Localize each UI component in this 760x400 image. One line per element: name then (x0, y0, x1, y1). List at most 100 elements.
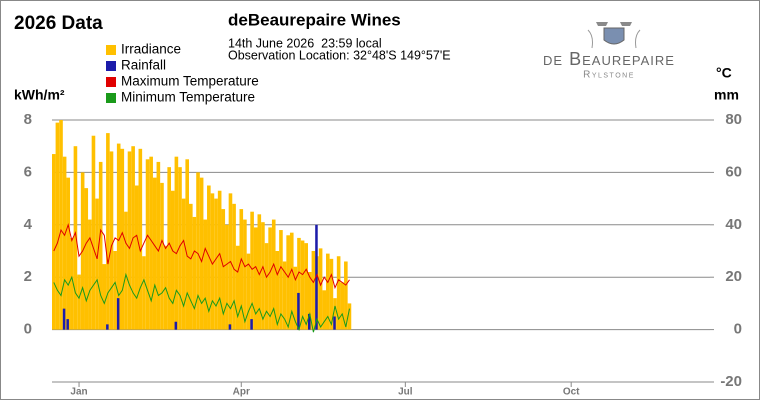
bar (344, 261, 348, 330)
bar (174, 321, 178, 330)
y-axis-label: kWh/m² (14, 87, 65, 103)
bar (52, 154, 56, 330)
y2-axis-label: mm (714, 87, 739, 103)
bar (185, 159, 190, 330)
bar (336, 256, 341, 330)
y-tick-label: 2 (24, 268, 32, 285)
bar (88, 219, 92, 330)
line (53, 222, 350, 290)
bar-series (62, 224, 336, 330)
bar (160, 182, 164, 330)
bar (340, 282, 345, 330)
bar (199, 177, 204, 330)
bar (253, 227, 258, 330)
bar (102, 264, 107, 330)
bar (116, 298, 120, 330)
y-tick-label: 6 (24, 163, 32, 180)
bar (289, 232, 294, 330)
x-tick-label: Apr (233, 387, 250, 398)
bar (70, 237, 74, 330)
bar (142, 256, 146, 330)
legend-swatch (106, 45, 116, 55)
y2-tick-label: 0 (734, 321, 742, 338)
bar (307, 271, 312, 330)
y2-axis-label: °C (716, 65, 732, 81)
bar (91, 135, 96, 330)
bar (333, 316, 336, 330)
bar (239, 209, 244, 330)
bar (326, 253, 330, 330)
bar (232, 203, 236, 330)
bar (59, 120, 63, 330)
logo-name: de Beaurepaire (543, 49, 675, 69)
bar (217, 190, 222, 330)
bar (318, 248, 323, 330)
bar (124, 211, 128, 330)
bar (127, 151, 132, 330)
bar (77, 274, 81, 330)
bar (297, 237, 301, 330)
bar (178, 167, 182, 330)
bar (120, 148, 125, 330)
bar (152, 177, 157, 330)
bar (181, 198, 186, 330)
bar (268, 227, 272, 330)
logo-place: Rylstone (583, 70, 635, 81)
y-tick-label: 0 (24, 321, 32, 338)
legend-label: Maximum Temperature (121, 74, 259, 89)
bar (257, 214, 262, 330)
bar (196, 172, 200, 330)
bar (214, 198, 218, 330)
bar (84, 188, 89, 330)
legend-label: Minimum Temperature (121, 90, 255, 105)
y-tick-label: 8 (24, 111, 32, 128)
subtitle: 14th June 2026 23:59 local (228, 36, 382, 50)
bar (98, 161, 103, 330)
bar (243, 219, 247, 330)
bar (271, 219, 276, 330)
bar (293, 266, 298, 330)
y2-tick-label: 20 (725, 268, 742, 285)
bar (170, 190, 175, 330)
bar (250, 319, 253, 330)
bar (311, 251, 316, 330)
bar (174, 156, 179, 330)
bar (149, 156, 153, 330)
bar (189, 203, 193, 330)
bar (62, 308, 66, 330)
bar (315, 224, 318, 330)
line (53, 272, 350, 333)
bar (109, 151, 114, 330)
bar (207, 185, 211, 330)
bar (297, 292, 300, 330)
bar (250, 211, 254, 330)
bar (347, 303, 352, 330)
bar (66, 177, 71, 330)
y2-tick-label: -20 (720, 373, 742, 390)
legend-label: Irradiance (121, 42, 181, 57)
logo-supporters (587, 29, 641, 49)
y2-tick-label: 40 (725, 216, 742, 233)
y2-tick-label: 60 (725, 163, 742, 180)
legend-label: Rainfall (121, 58, 166, 73)
logo-crest (596, 22, 632, 26)
bar (145, 159, 150, 330)
legend-swatch (106, 61, 116, 71)
bar (228, 324, 232, 330)
legend-swatch (106, 93, 116, 103)
bar (261, 222, 265, 330)
bar (279, 230, 283, 330)
bar (264, 243, 269, 330)
bar (246, 253, 251, 330)
logo-shield (603, 27, 625, 45)
bar (307, 313, 311, 330)
logo: de Beaurepaire Rylstone (543, 22, 675, 81)
bar (275, 251, 280, 330)
bar (66, 319, 69, 330)
bar (329, 258, 334, 330)
bar (304, 243, 308, 330)
bar-series (52, 120, 352, 330)
bar (300, 240, 305, 330)
y2-tick-label: 80 (725, 111, 742, 128)
